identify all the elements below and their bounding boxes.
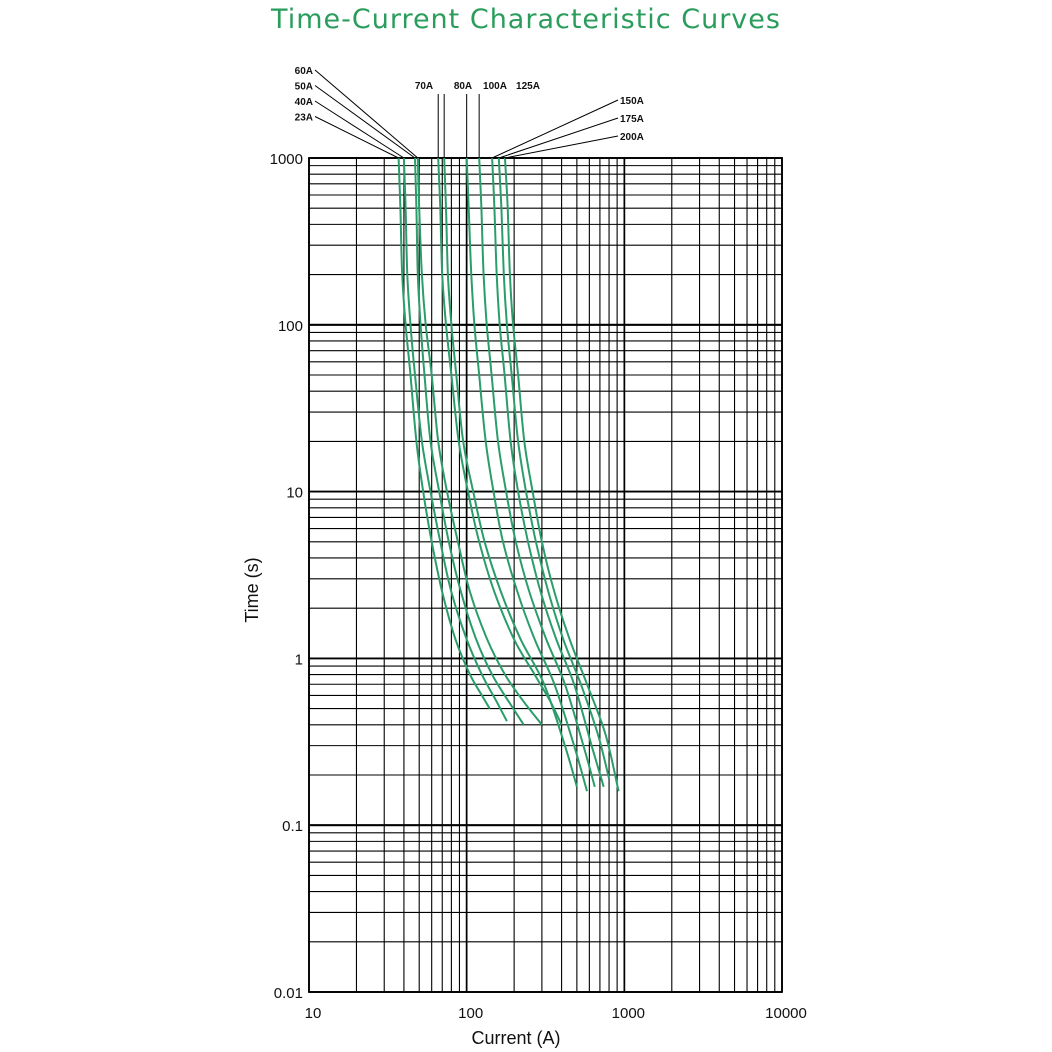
x-tick-label: 10000 xyxy=(765,1005,807,1022)
leader-line xyxy=(314,100,405,159)
leader-line xyxy=(498,117,619,159)
curve-label-200a: 200A xyxy=(620,132,644,143)
x-axis-label: Current (A) xyxy=(471,1028,560,1048)
grid xyxy=(308,157,783,993)
curve-125a xyxy=(478,157,596,788)
curve-labels: 23A 40A 50A 60A 70A 80A 100A 125A 150A 175A 200A xyxy=(295,66,644,159)
curve-175a xyxy=(497,157,611,779)
x-tick-label: 1000 xyxy=(612,1005,645,1022)
plot-frame xyxy=(308,157,783,993)
curves xyxy=(397,157,620,792)
curve-60a xyxy=(416,157,543,726)
leader-line xyxy=(314,116,399,159)
chart-title: Time-Current Characteristic Curves xyxy=(271,4,781,35)
curve-23a xyxy=(397,157,491,710)
curve-label-150a: 150A xyxy=(620,96,644,107)
curve-label-23a: 23A xyxy=(295,113,313,124)
leader-line xyxy=(314,85,416,159)
y-axis-label: Time (s) xyxy=(242,557,262,622)
y-tick-label: 0.1 xyxy=(282,818,303,835)
curve-label-175a: 175A xyxy=(620,114,644,125)
leader-line xyxy=(491,99,619,159)
x-tick-label: 100 xyxy=(458,1005,483,1022)
curve-40a xyxy=(402,157,508,722)
y-tick-label: 10 xyxy=(286,485,303,502)
curve-label-40a: 40A xyxy=(295,97,313,108)
curve-label-80a: 80A xyxy=(454,81,472,92)
y-tick-label: 1 xyxy=(295,651,303,668)
x-tick-label: 10 xyxy=(305,1005,322,1022)
leader-line xyxy=(314,69,419,159)
curve-200a xyxy=(504,157,620,792)
y-tick-label: 1000 xyxy=(270,151,303,168)
curve-label-50a: 50A xyxy=(295,82,313,93)
tick-labels: 10 100 1000 10000 0.01 0.1 1 10 100 1000 xyxy=(270,151,807,1022)
curve-label-70a: 70A xyxy=(415,81,433,92)
curve-label-100a: 100A xyxy=(483,81,507,92)
curve-label-60a: 60A xyxy=(295,66,313,77)
y-tick-label: 0.01 xyxy=(274,985,303,1002)
curve-label-125a: 125A xyxy=(516,81,540,92)
curve-100a xyxy=(465,157,588,792)
leader-line xyxy=(504,135,619,159)
curve-50a xyxy=(414,157,525,726)
curve-150a xyxy=(491,157,605,788)
y-tick-label: 100 xyxy=(278,318,303,335)
curve-80a xyxy=(443,157,578,788)
curve-70a xyxy=(437,157,563,726)
